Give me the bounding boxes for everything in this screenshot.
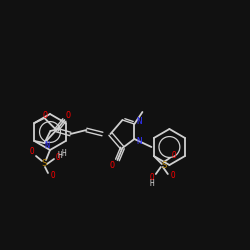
Text: S: S	[161, 162, 166, 170]
Text: O: O	[51, 172, 55, 180]
Text: O: O	[150, 172, 154, 182]
Text: O: O	[170, 172, 175, 180]
Text: S: S	[41, 160, 47, 168]
Text: O: O	[56, 152, 60, 162]
Text: N: N	[44, 142, 49, 150]
Text: O: O	[110, 160, 115, 170]
Text: H: H	[58, 152, 62, 160]
Text: H: H	[62, 150, 66, 158]
Text: H: H	[150, 180, 154, 188]
Text: N: N	[137, 136, 142, 145]
Text: O: O	[30, 148, 34, 156]
Text: O: O	[172, 150, 176, 160]
Text: O: O	[66, 112, 71, 120]
Text: O: O	[43, 110, 48, 120]
Text: N: N	[137, 118, 142, 126]
